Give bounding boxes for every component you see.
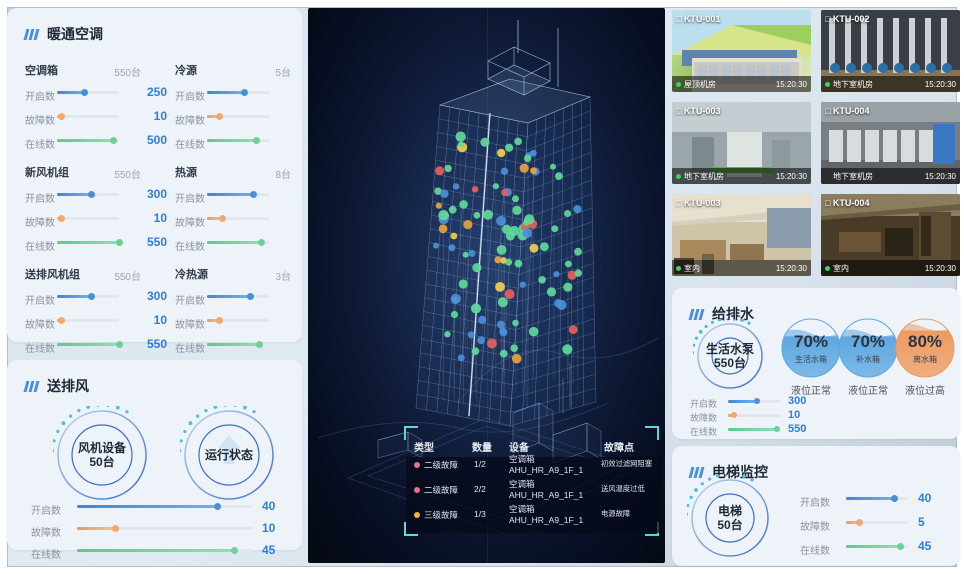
svg-text:生活水泵: 生活水泵 xyxy=(706,341,754,356)
svg-text:70%: 70% xyxy=(794,332,828,351)
svg-text:70%: 70% xyxy=(851,332,885,351)
svg-text:电梯: 电梯 xyxy=(718,503,742,518)
svg-text:50台: 50台 xyxy=(717,517,742,532)
svg-text:生活水箱: 生活水箱 xyxy=(795,354,827,364)
svg-text:离水箱: 离水箱 xyxy=(913,354,937,364)
svg-text:50台: 50台 xyxy=(89,454,114,469)
svg-text:550台: 550台 xyxy=(714,355,746,370)
svg-text:补水箱: 补水箱 xyxy=(856,354,880,364)
svg-text:运行状态: 运行状态 xyxy=(205,447,253,462)
svg-text:风机设备: 风机设备 xyxy=(78,440,127,455)
svg-text:80%: 80% xyxy=(908,332,942,351)
